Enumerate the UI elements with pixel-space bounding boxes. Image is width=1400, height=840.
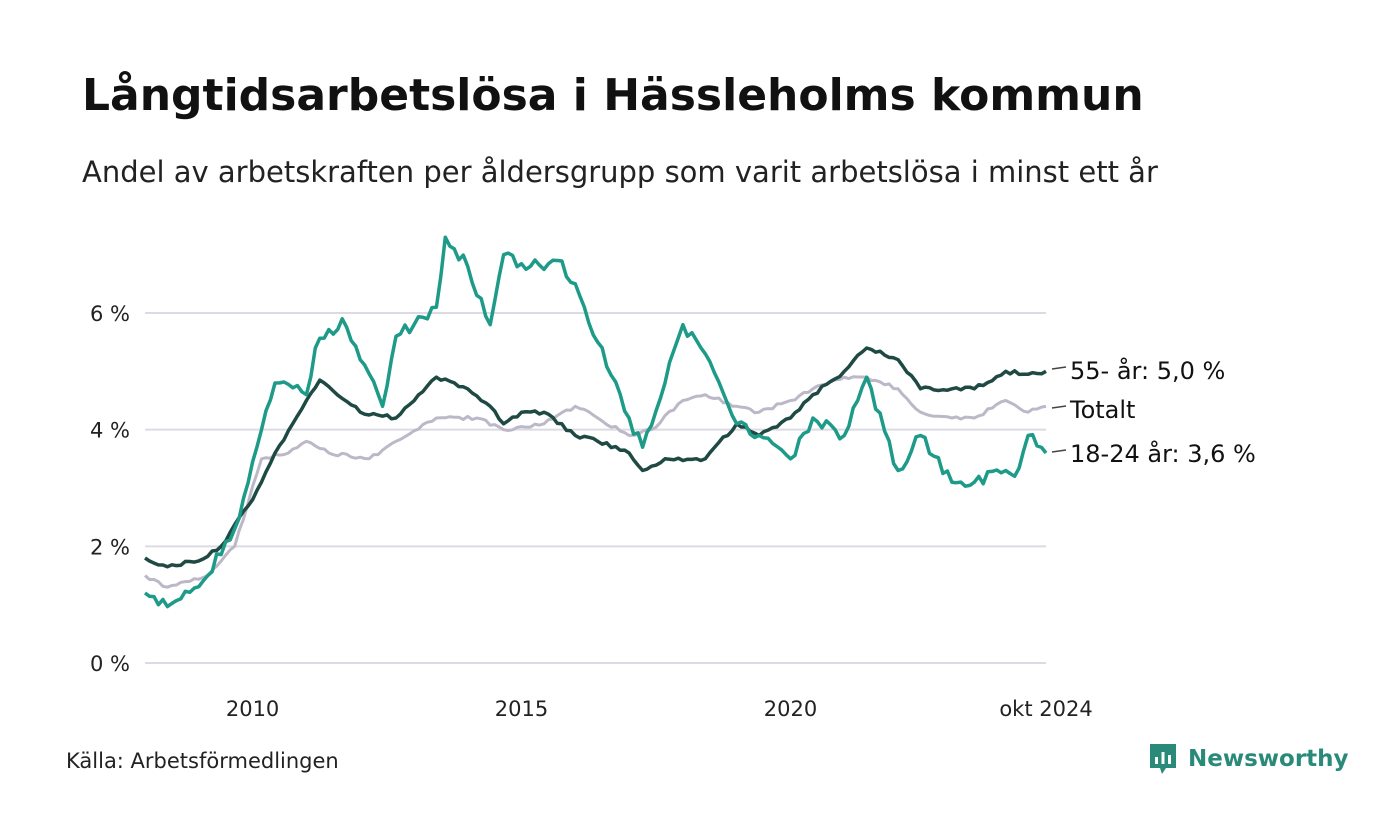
brand-logo: Newsworthy: [1148, 742, 1349, 776]
series-line-2: [143, 235, 1048, 609]
y-tick-label: 4 %: [90, 419, 130, 443]
series-line-1: [144, 346, 1047, 569]
end-label-connector: [1051, 449, 1067, 453]
source-note: Källa: Arbetsförmedlingen: [66, 749, 339, 773]
series-line-0: [144, 375, 1047, 589]
grid-layer: [145, 312, 1046, 664]
end-label-connector: [1051, 405, 1067, 409]
x-tick-label: okt 2024: [999, 697, 1092, 721]
y-tick-label: 6 %: [90, 302, 130, 326]
label-layer: 0 % 2 % 4 % 6 % 2010 2015 2020 okt 2024 Totalt 55…: [90, 302, 1256, 721]
chart-title: Långtidsarbetslösa i Hässleholms kommun: [82, 70, 1144, 121]
series-end-label: 18-24 år: 3,6 %: [1070, 439, 1256, 468]
brand-name: Newsworthy: [1188, 746, 1349, 772]
series-end-label: Totalt: [1069, 396, 1135, 424]
series-end-label: 55- år: 5,0 %: [1070, 356, 1225, 385]
y-tick-label: 2 %: [90, 535, 130, 559]
x-tick-label: 2010: [226, 697, 279, 721]
series-layer: [143, 235, 1048, 609]
x-tick-label: 2015: [495, 697, 548, 721]
y-tick-label: 0 %: [90, 652, 130, 676]
chart-subtitle: Andel av arbetskraften per åldersgrupp s…: [82, 155, 1158, 189]
newsworthy-icon: [1150, 744, 1176, 774]
x-tick-label: 2020: [764, 697, 817, 721]
end-label-connector: [1051, 366, 1067, 370]
